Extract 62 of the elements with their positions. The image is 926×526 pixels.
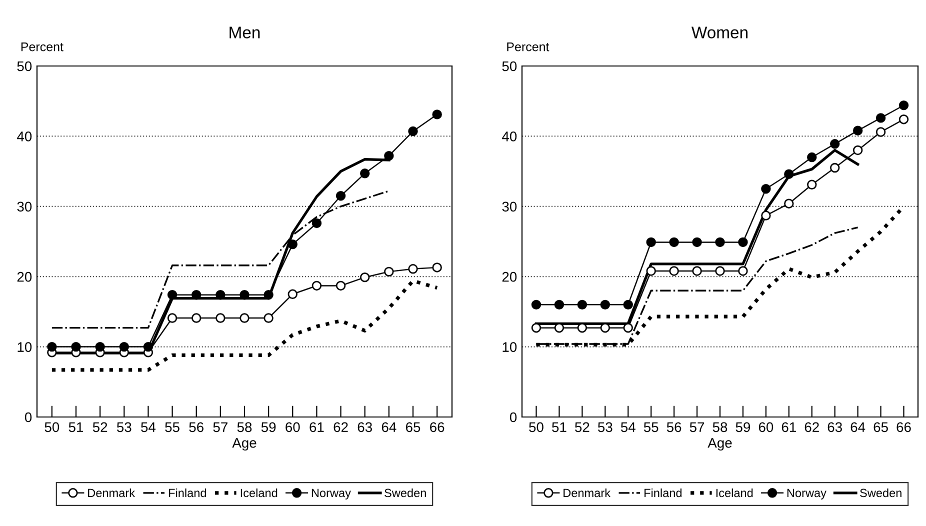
y-tick-label: 10 [18,342,32,352]
x-tick-label: 65 [874,422,888,432]
legend-label: Denmark [564,488,611,498]
x-tick-label: 61 [782,422,796,432]
x-tick-label: 57 [690,422,704,432]
legend-label: Finland [169,488,206,498]
x-tick-label: 55 [644,422,658,432]
chart-title: Women [692,26,748,38]
x-tick-label: 50 [44,422,60,432]
x-tick-label: 54 [141,422,156,432]
legend-label: Iceland [716,488,753,498]
y-tick-label: 40 [502,132,517,142]
x-tick-label: 60 [286,422,300,432]
x-tick-label: 52 [575,422,590,432]
x-tick-label: 56 [666,422,682,432]
x-axis-title: Age [708,438,732,451]
legend-label: Norway [312,488,351,500]
x-tick-label: 59 [736,422,750,432]
x-tick-label: 63 [358,422,372,432]
y-tick-label: 20 [17,272,32,282]
y-tick-label: 50 [502,61,517,72]
x-tick-label: 58 [237,422,252,432]
x-tick-label: 56 [189,422,204,432]
x-tick-label: 53 [598,422,612,432]
y-tick-label: 30 [17,202,32,212]
x-tick-label: 51 [68,422,84,432]
x-tick-label: 55 [165,422,180,432]
x-tick-label: 65 [406,422,420,432]
x-tick-label: 60 [758,422,774,432]
x-tick-label: 58 [712,422,728,432]
y-tick-label: 30 [502,202,517,212]
x-tick-label: 57 [213,422,228,432]
legend-label: Denmark [88,488,136,498]
y-tick-label: 0 [510,412,517,422]
legend-label: Norway [787,488,826,500]
x-tick-label: 61 [310,422,324,432]
x-tick-label: 66 [430,422,444,432]
x-tick-label: 66 [896,422,911,432]
legend-label: Iceland [240,488,278,498]
x-axis-title: Age [232,438,256,451]
y-tick-label: 40 [17,132,32,142]
y-tick-label: 0 [24,412,32,422]
x-tick-label: 51 [552,422,566,432]
x-tick-label: 64 [382,422,396,432]
x-tick-label: 62 [334,422,348,432]
legend-label: Sweden [384,488,426,498]
x-tick-label: 53 [116,422,132,432]
y-tick-label: 50 [17,61,32,72]
x-tick-label: 50 [529,422,544,432]
legend-label: Finland [644,488,682,498]
y-axis-title: Percent [21,42,64,52]
x-tick-label: 52 [92,422,108,432]
chart-title: Men [230,26,260,38]
y-axis-title: Percent [507,42,550,52]
x-tick-label: 54 [620,422,636,432]
x-tick-label: 62 [804,422,819,432]
legend-label: Sweden [860,488,902,498]
x-tick-label: 59 [261,422,276,432]
y-tick-label: 20 [502,272,517,282]
x-tick-label: 64 [850,422,866,432]
x-tick-label: 63 [828,422,842,432]
y-tick-label: 10 [502,342,517,352]
